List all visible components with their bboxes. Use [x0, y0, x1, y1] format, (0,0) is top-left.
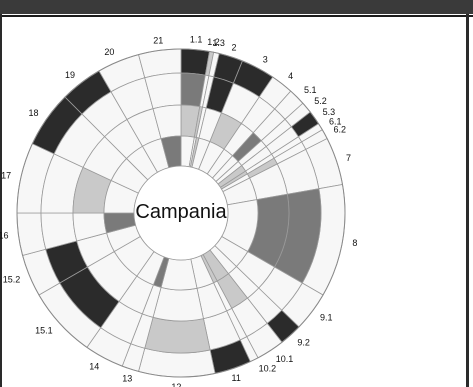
segment-label-13: 13 [122, 373, 132, 383]
segment-label-21: 21 [153, 35, 163, 45]
right-border [466, 14, 469, 387]
segment-label-11: 11 [232, 373, 241, 383]
segment-label-17: 17 [1, 170, 11, 180]
center-label: Campania [135, 201, 227, 223]
segment-label-19: 19 [65, 70, 75, 80]
sector-1.1-ring-1 [180, 48, 210, 76]
outer-ring-outline [16, 48, 346, 378]
segment-label-10.2: 10.2 [259, 364, 277, 374]
sector-12-ring-2 [144, 316, 211, 354]
segment-label-12: 12 [171, 382, 181, 387]
top-border-line [0, 15, 473, 17]
segment-label-2: 2 [232, 42, 237, 52]
segment-label-20: 20 [104, 47, 114, 57]
segment-label-10.1: 10.1 [276, 354, 294, 364]
segment-label-15.2: 15.2 [3, 275, 21, 285]
segment-label-5.2: 5.2 [314, 96, 327, 106]
segment-label-9.1: 9.1 [320, 313, 333, 323]
center-hole [133, 165, 229, 261]
segment-label-4: 4 [288, 71, 293, 81]
segment-label-1.1: 1.1 [190, 35, 203, 45]
segment-label-9.2: 9.2 [297, 337, 310, 347]
segment-label-3: 3 [263, 54, 268, 64]
segment-label-16: 16 [0, 231, 8, 241]
segment-label-5.1: 5.1 [304, 85, 317, 95]
segment-label-6.1: 6.1 [329, 116, 342, 126]
sector-12-ring-3 [152, 286, 204, 322]
sunburst-sectors [16, 48, 346, 378]
segment-labels: 1.1 1.21.3 2345.15.25.36.16.2789.19.210.11… [0, 35, 357, 387]
segment-label-6.2: 6.2 [334, 124, 347, 134]
segment-label-1.2: 1.2 [207, 37, 220, 47]
segment-label-1.3: 1.3 [212, 38, 225, 48]
top-border [0, 0, 473, 14]
segment-label-8: 8 [352, 238, 357, 248]
left-border [0, 14, 2, 387]
segment-label-15.1: 15.1 [35, 326, 53, 336]
segment-label-5.3: 5.3 [323, 107, 336, 117]
segment-label-14: 14 [89, 362, 99, 372]
segment-label-7: 7 [346, 153, 351, 163]
segment-label-18: 18 [28, 108, 38, 118]
